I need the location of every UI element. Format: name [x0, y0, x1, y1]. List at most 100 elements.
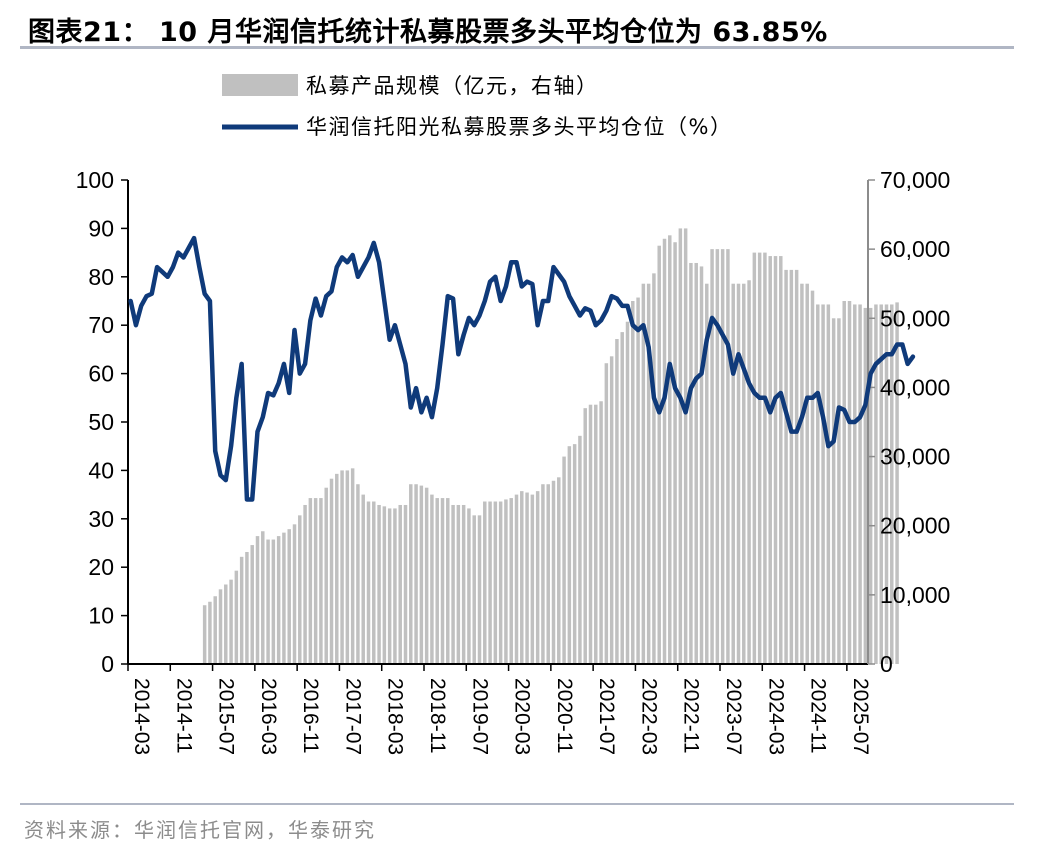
chart: 私募产品规模（亿元，右轴） 华润信托阳光私募股票多头平均仓位（%） 0 10 20 3…: [76, 74, 951, 755]
bar: [366, 501, 371, 664]
bar: [779, 256, 783, 664]
bar: [313, 498, 318, 664]
left-tick-label: 60: [88, 361, 114, 387]
x-tick-label: 2020-03: [511, 678, 534, 755]
bar: [710, 249, 714, 664]
bar: [520, 491, 524, 664]
x-tick-label: 2024-03: [764, 678, 787, 755]
bar: [398, 504, 402, 664]
x-tick-label: 2018-03: [384, 678, 407, 755]
bar: [467, 508, 471, 664]
bar: [350, 468, 355, 664]
bar: [329, 478, 334, 664]
bar: [625, 321, 630, 664]
x-tick-label: 2022-03: [637, 678, 660, 755]
left-tick-label: 70: [88, 312, 114, 338]
bar: [578, 435, 582, 664]
bar: [853, 304, 857, 664]
bar: [424, 487, 429, 664]
bar: [615, 339, 619, 664]
bar: [757, 252, 762, 664]
left-tick-label: 0: [101, 651, 114, 677]
right-tick-label: 10,000: [880, 582, 950, 608]
left-tick-label: 10: [88, 603, 114, 629]
bar: [609, 356, 614, 664]
legend: 私募产品规模（亿元，右轴） 华润信托阳光私募股票多头平均仓位（%）: [222, 74, 731, 139]
right-tick-label: 70,000: [880, 167, 950, 193]
bar: [202, 605, 207, 664]
bar: [356, 484, 360, 664]
x-tick-label: 2015-07: [215, 678, 238, 755]
bar: [430, 494, 434, 664]
bar: [789, 269, 794, 664]
x-tick-label: 2020-11: [553, 678, 576, 754]
bar: [282, 532, 286, 664]
bar: [826, 304, 831, 664]
right-tick-label: 60,000: [880, 236, 950, 262]
position-line: [128, 235, 916, 502]
axes: [121, 179, 875, 671]
bar: [583, 408, 587, 664]
left-tick-label: 50: [88, 409, 114, 435]
bar: [409, 484, 413, 664]
x-tick-label: 2024-11: [807, 678, 830, 754]
bar: [784, 269, 788, 664]
bar: [694, 262, 698, 664]
right-tick-label: 30,000: [880, 444, 950, 470]
bar: [276, 536, 281, 664]
bar: [483, 501, 487, 664]
bar: [239, 556, 244, 664]
bar: [874, 304, 878, 664]
bar: [213, 596, 217, 664]
bar: [646, 283, 651, 664]
left-tick-label: 20: [88, 554, 114, 580]
bar: [816, 304, 820, 664]
x-tick-label: 2019-07: [468, 678, 491, 755]
bar: [414, 484, 418, 664]
bar: [837, 318, 841, 664]
bar: [631, 301, 635, 664]
bar: [641, 283, 646, 664]
left-tick-label: 40: [88, 457, 114, 483]
bar: [715, 249, 720, 664]
bar: [668, 235, 672, 664]
bar: [298, 515, 302, 664]
bar: [446, 498, 450, 664]
bar: [229, 579, 233, 664]
bar: [250, 545, 254, 664]
x-tick-label: 2025-07: [849, 678, 872, 755]
bar: [731, 283, 735, 664]
bar: [287, 529, 291, 664]
legend-bar-label: 私募产品规模（亿元，右轴）: [306, 74, 599, 98]
bar: [689, 262, 693, 664]
x-tick-label: 2023-07: [722, 678, 745, 755]
x-tick-label: 2014-03: [130, 678, 153, 755]
bar: [736, 283, 741, 664]
bar: [361, 494, 365, 664]
bar: [879, 304, 883, 664]
bar: [768, 256, 772, 664]
bar: [821, 304, 825, 664]
bar: [255, 536, 260, 664]
bar: [504, 499, 508, 664]
bar: [514, 494, 519, 664]
bar: [551, 480, 556, 664]
tick-labels: 0 10 20 30 40 50 60 70 80 90 100 0 10,000 20,000 30,00…: [76, 167, 951, 755]
bar: [208, 601, 212, 664]
bar: [742, 283, 746, 664]
bar: [292, 524, 297, 664]
bar: [863, 307, 868, 664]
bar: [562, 456, 566, 664]
bar: [678, 228, 683, 664]
right-tick-label: 40,000: [880, 374, 950, 400]
bar: [662, 238, 667, 664]
bar: [525, 492, 529, 664]
line-series: [128, 235, 916, 502]
bar: [488, 501, 492, 664]
bar: [419, 485, 424, 664]
bar: [324, 487, 328, 664]
bar: [472, 515, 476, 664]
bar: [509, 498, 513, 664]
bar: [218, 589, 223, 664]
bar: [842, 301, 846, 664]
